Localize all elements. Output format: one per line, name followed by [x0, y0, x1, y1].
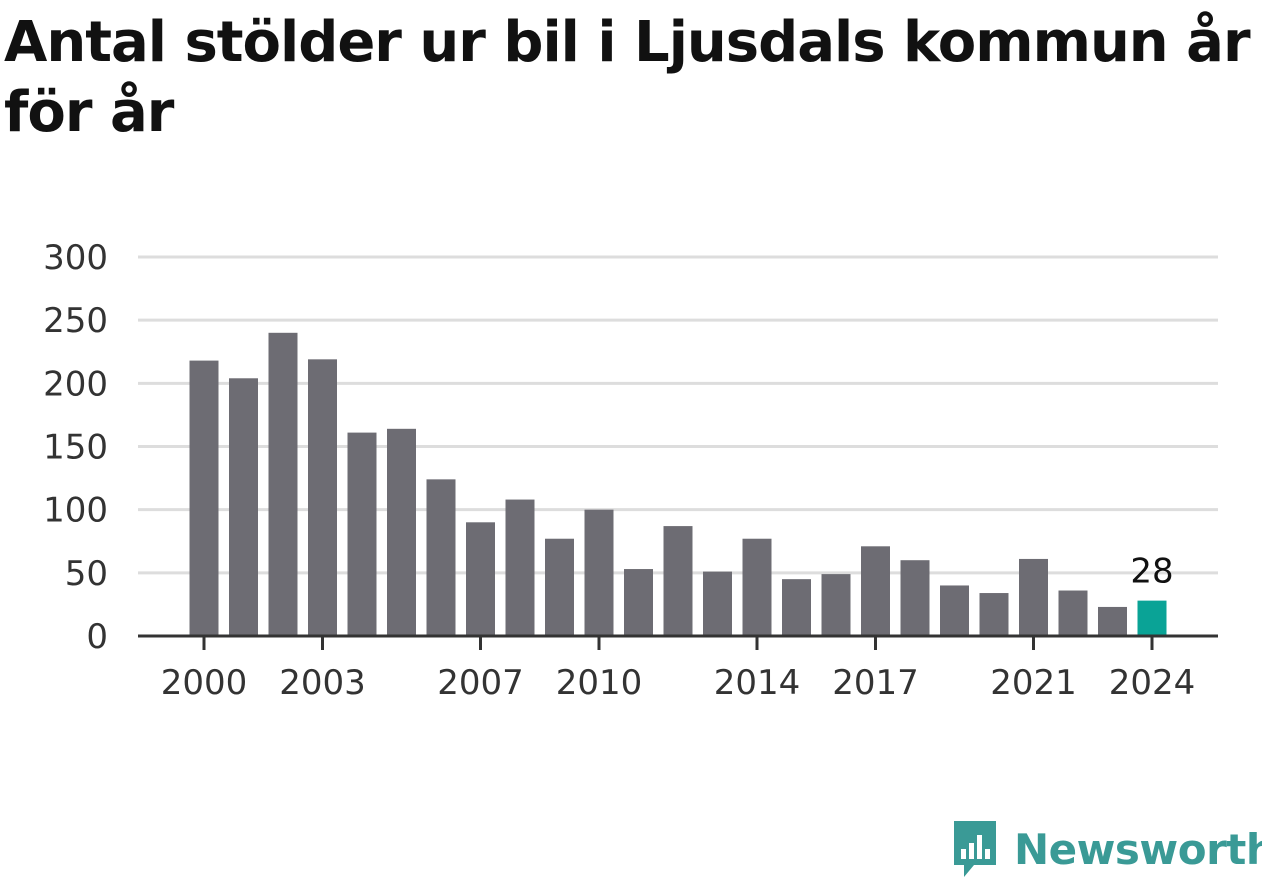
- bars: [189, 332, 1167, 636]
- x-tick-label-2007: 2007: [437, 663, 524, 703]
- bar-2003: [308, 359, 337, 636]
- y-axis-ticks: 0 50 100 150 200 250 300: [43, 238, 108, 657]
- data-label-2024: 28: [1130, 552, 1173, 592]
- newsworthy-logo-icon: [954, 821, 996, 877]
- bar-2000: [189, 360, 219, 636]
- bar-2023: [1098, 606, 1127, 636]
- bar-2021: [1019, 558, 1048, 636]
- bar-2020: [979, 593, 1009, 636]
- x-tick-label-2017: 2017: [832, 663, 919, 703]
- bar-2009: [545, 538, 574, 636]
- bar-2018: [900, 560, 930, 636]
- bar-2001: [229, 378, 258, 636]
- x-tick-label-2003: 2003: [279, 663, 366, 703]
- y-tick-label-200: 200: [43, 364, 108, 404]
- y-tick-label-0: 0: [86, 617, 108, 657]
- bar-2005: [387, 428, 416, 636]
- y-tick-label-250: 250: [43, 301, 108, 341]
- y-tick-label-100: 100: [43, 491, 108, 531]
- bar-2019: [940, 585, 969, 636]
- bar-2015: [782, 579, 811, 636]
- y-tick-label-150: 150: [43, 428, 108, 468]
- bar-2006: [426, 479, 456, 636]
- chart-title: Antal stölder ur bil i Ljusdals kommun å…: [4, 10, 1251, 145]
- x-tick-label-2021: 2021: [990, 663, 1077, 703]
- y-tick-label-300: 300: [43, 238, 108, 278]
- bar-2008: [505, 499, 535, 636]
- x-tick-label-2014: 2014: [714, 663, 801, 703]
- x-tick-label-2024: 2024: [1109, 663, 1196, 703]
- x-tick-label-2000: 2000: [161, 663, 248, 703]
- bar-2014: [742, 538, 772, 636]
- bar-2022: [1058, 590, 1088, 636]
- bar-2016: [821, 574, 851, 636]
- bar-2007: [466, 522, 495, 636]
- x-axis-ticks: 2000 2003 2007 2010 2014 2017 2021 2024: [161, 636, 1196, 703]
- newsworthy-logo: Newsworthy: [950, 818, 1262, 880]
- bar-2012: [663, 526, 693, 636]
- bar-2011: [624, 569, 653, 636]
- brand-name: Newsworthy: [1014, 824, 1262, 874]
- bar-2017: [861, 546, 890, 636]
- y-tick-label-50: 50: [65, 554, 108, 594]
- bar-2002: [268, 332, 298, 636]
- data-labels: 28: [1130, 552, 1173, 592]
- bar-2010: [584, 509, 614, 636]
- bar-2024: [1137, 600, 1167, 636]
- bar-2013: [703, 571, 732, 636]
- x-tick-label-2010: 2010: [556, 663, 643, 703]
- bar-2004: [347, 432, 377, 636]
- gridlines: [138, 255, 1218, 575]
